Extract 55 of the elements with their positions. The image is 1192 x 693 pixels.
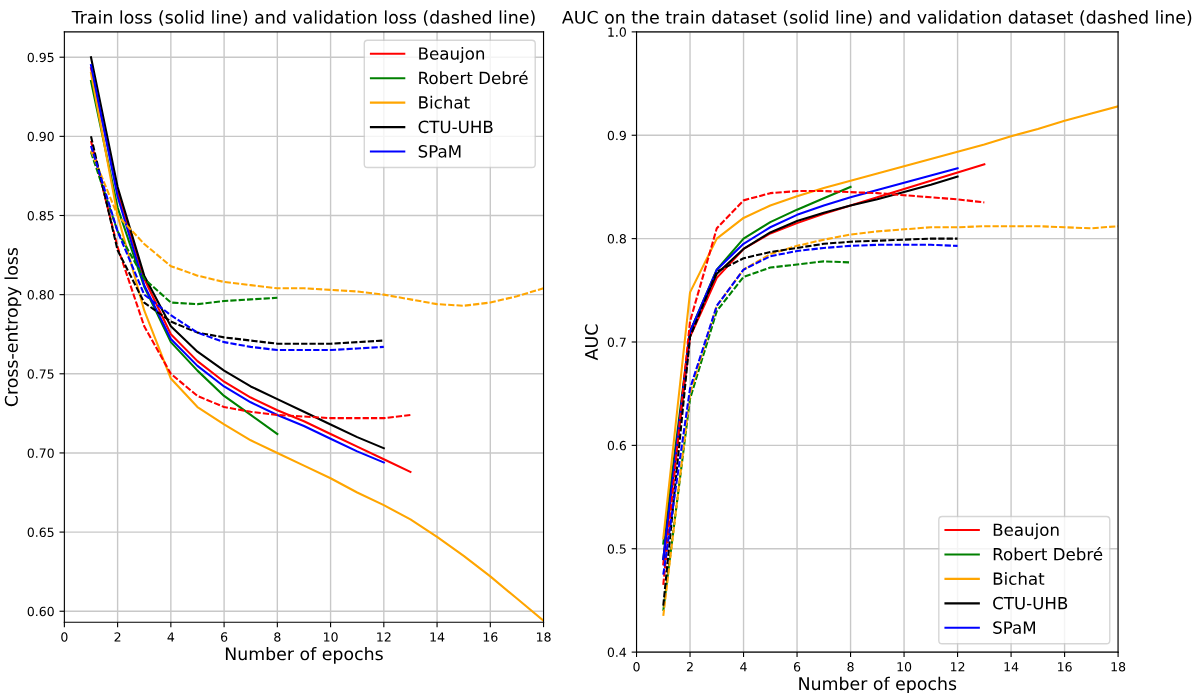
legend-label: SPaM bbox=[418, 145, 461, 158]
x-tick-label: 12 bbox=[377, 632, 391, 642]
legend-label: Beaujon bbox=[419, 46, 485, 64]
legend-label: Robert Debré bbox=[993, 546, 1103, 561]
legend-label: CTU-UHB bbox=[418, 120, 493, 134]
y-tick-label: 0.70 bbox=[27, 448, 54, 458]
y-tick-label: 0.80 bbox=[27, 290, 54, 300]
x-tick-label: 2 bbox=[686, 662, 693, 672]
legend-label: Bichat bbox=[993, 572, 1045, 585]
x-tick-label: 0 bbox=[61, 632, 68, 642]
x-tick-label: 16 bbox=[483, 632, 498, 642]
y-tick-label: 0.5 bbox=[607, 544, 626, 554]
y-tick-label: 0.7 bbox=[607, 337, 626, 347]
chart-title: AUC on the train dataset (solid line) and validation dataset (dashed line) bbox=[562, 10, 1192, 26]
y-tick-label: 0.65 bbox=[27, 527, 54, 538]
x-tick-label: 10 bbox=[897, 662, 912, 672]
line-series bbox=[662, 260, 852, 612]
y-tick-label: 0.6 bbox=[607, 440, 627, 451]
x-tick-label: 10 bbox=[324, 632, 338, 642]
x-tick-label: 8 bbox=[847, 662, 854, 672]
x-tick-label: 2 bbox=[114, 632, 121, 642]
legend-label: Robert Debré bbox=[419, 70, 528, 85]
y-tick-label: 0.8 bbox=[607, 234, 626, 244]
x-axis-title: Number of epochs bbox=[799, 676, 957, 693]
line-series bbox=[89, 79, 279, 435]
x-tick-label: 4 bbox=[740, 662, 747, 672]
x-tick-label: 18 bbox=[1111, 662, 1126, 672]
y-axis-title: Cross-entropy loss bbox=[4, 247, 22, 407]
y-tick-label: 0.75 bbox=[27, 369, 54, 379]
legend-label: Beaujon bbox=[993, 523, 1059, 540]
y-tick-label: 1.0 bbox=[608, 27, 626, 37]
line-series bbox=[89, 71, 544, 622]
x-tick-label: 16 bbox=[1058, 662, 1072, 672]
y-tick-label: 0.95 bbox=[27, 52, 54, 63]
x-tick-label: 12 bbox=[950, 662, 965, 672]
y-tick-label: 0.90 bbox=[27, 131, 54, 142]
y-tick-label: 0.9 bbox=[607, 130, 626, 141]
y-tick-label: 0.85 bbox=[27, 210, 54, 221]
legend-label: SPaM bbox=[993, 621, 1035, 634]
legend-label: Bichat bbox=[419, 95, 470, 109]
x-tick-label: 8 bbox=[274, 632, 281, 642]
x-tick-label: 0 bbox=[633, 662, 640, 672]
y-axis-title: AUC bbox=[584, 324, 599, 361]
x-tick-label: 4 bbox=[167, 632, 175, 642]
legend-label: CTU-UHB bbox=[993, 596, 1068, 610]
x-axis-title: Number of epochs bbox=[225, 646, 383, 664]
x-tick-label: 6 bbox=[220, 632, 228, 642]
line-series bbox=[662, 105, 1119, 540]
y-tick-label: 0.4 bbox=[607, 647, 627, 658]
x-tick-label: 14 bbox=[1004, 662, 1019, 672]
chart-title: Train loss (solid line) and validation loss (dashed line) bbox=[71, 10, 535, 26]
y-tick-label: 0.60 bbox=[27, 606, 54, 617]
x-tick-label: 18 bbox=[536, 632, 551, 642]
x-tick-label: 6 bbox=[793, 662, 801, 672]
x-tick-label: 14 bbox=[430, 632, 445, 642]
